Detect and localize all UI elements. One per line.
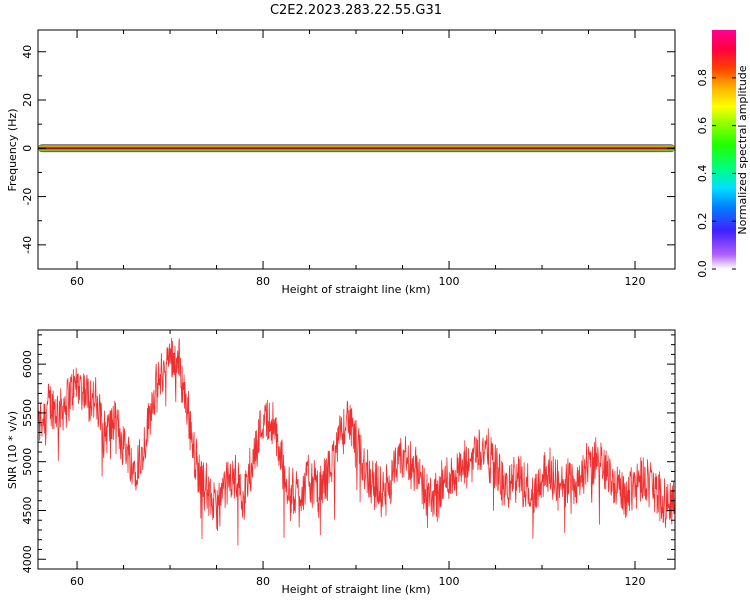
colorbar-tick-label: 0.6 xyxy=(696,117,709,135)
spectrogram-y-tick-label: 0 xyxy=(21,145,34,152)
snr-y-axis-label: SNR (10 * v/v) xyxy=(6,411,19,489)
snr-y-tick-label: 6000 xyxy=(21,350,34,378)
colorbar-gradient xyxy=(712,30,736,269)
colorbar-tick-label: 0.4 xyxy=(696,165,709,183)
snr-x-axis-label: Height of straight line (km) xyxy=(281,583,430,596)
colorbar-tick-label: 0.2 xyxy=(696,212,709,230)
spectrogram-x-tick-label: 100 xyxy=(439,275,460,288)
spectrogram-y-tick-label: -40 xyxy=(21,236,34,254)
spectrogram-y-tick-label: 40 xyxy=(21,45,34,59)
spectrogram-y-tick-label: 20 xyxy=(21,93,34,107)
snr-x-ticks: 60 80 100 120 xyxy=(70,330,646,588)
chart-title: C2E2.2023.283.22.55.G31 xyxy=(270,3,442,18)
spectrogram-x-axis-label: Height of straight line (km) xyxy=(281,283,430,296)
colorbar-label: Normalized spectral amplitude xyxy=(736,65,749,234)
spectrogram-y-axis-label: Frequency (Hz) xyxy=(6,109,19,192)
snr-x-tick-label: 120 xyxy=(625,575,646,588)
spectrogram-panel: 60 80 100 120 -40 -20 0 20 40 Height of straigh… xyxy=(6,29,676,296)
snr-x-tick-label: 100 xyxy=(439,575,460,588)
spectrogram-x-ticks: 60 80 100 120 xyxy=(70,30,646,288)
snr-y-tick-label: 5500 xyxy=(21,399,34,427)
snr-y-tick-label: 5000 xyxy=(21,448,34,476)
spectrogram-x-tick-label: 80 xyxy=(256,275,270,288)
spectrogram-y-ticks: -40 -20 0 20 40 xyxy=(21,45,675,270)
colorbar: 0.0 0.2 0.4 0.6 0.8 Normalized spectral ampl… xyxy=(696,30,749,278)
snr-y-tick-label: 4000 xyxy=(21,545,34,573)
colorbar-ticks: 0.0 0.2 0.4 0.6 0.8 xyxy=(696,69,736,278)
spectrogram-x-tick-label: 120 xyxy=(625,275,646,288)
snr-series-line xyxy=(37,338,676,546)
spectrogram-band xyxy=(38,144,675,153)
snr-panel: 60 80 100 120 4000 4500 5000 5500 6000 Height o… xyxy=(6,329,676,596)
snr-x-tick-label: 60 xyxy=(70,575,84,588)
colorbar-tick-label: 0.8 xyxy=(696,69,709,87)
spectrogram-x-tick-label: 60 xyxy=(70,275,84,288)
snr-x-tick-label: 80 xyxy=(256,575,270,588)
snr-y-tick-label: 4500 xyxy=(21,496,34,524)
snr-series-layer xyxy=(37,338,676,546)
snr-y-ticks: 4000 4500 5000 5500 6000 xyxy=(21,334,675,573)
colorbar-tick-label: 0.0 xyxy=(696,260,709,278)
spectrogram-y-tick-label: -20 xyxy=(21,188,34,206)
